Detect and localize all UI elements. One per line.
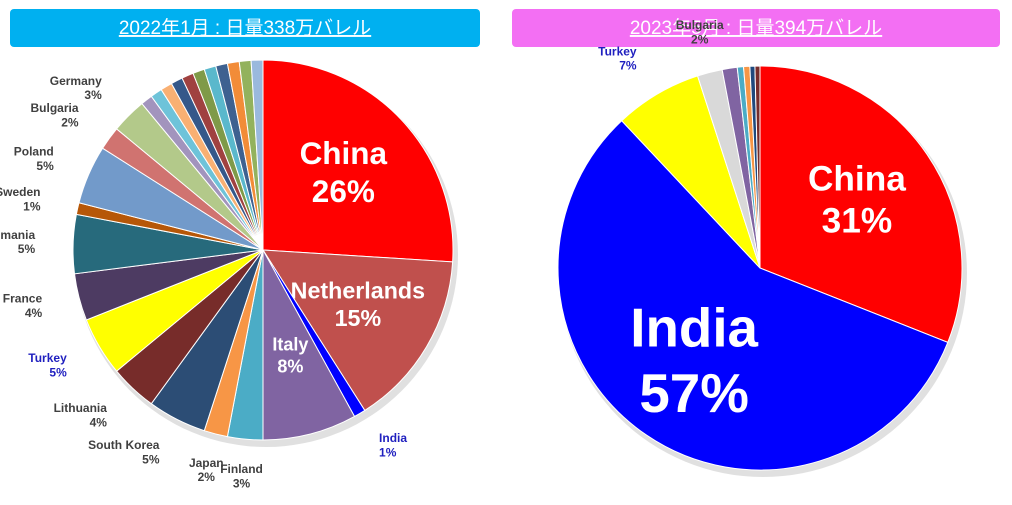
value-label: 5% [142,453,160,467]
slice-label: South Korea [88,438,160,452]
slice-label: Poland [14,144,54,158]
pie-slice [262,249,356,441]
slice-label: Romania [0,228,35,242]
value-label: 1% [23,200,41,214]
slice-label: Netherlands [291,277,425,303]
slice-label: Japan [189,456,224,470]
value-label: 5% [49,365,67,379]
title-banner [512,9,1000,47]
value-label: 2% [61,115,79,129]
pie-slice [250,59,264,251]
pie-slice [262,59,454,263]
value-label: 31% [822,202,893,241]
value-label: 4% [25,306,43,320]
value-label: 3% [233,476,251,490]
value-label: 1% [379,446,397,460]
value-label: 8% [277,356,303,376]
value-label: 5% [18,242,36,256]
slice-label: China [808,159,906,198]
pie-slice [759,65,963,344]
chart-title: 2022年1月 : 日量338万バレル [119,17,371,39]
slice-label: Germany [50,74,102,88]
pie-slice [557,120,949,471]
value-label: 26% [312,173,375,209]
value-label: 57% [639,362,749,424]
chart-title: 2023年5月 : 日量394万バレル [630,17,882,39]
slice-label: China [300,135,388,171]
slice-label: Italy [272,335,308,355]
value-label: 3% [84,88,102,102]
slice-label: Turkey [598,44,637,58]
slice-label: Lithuania [54,401,108,415]
value-label: 15% [335,305,382,331]
value-label: 7% [619,59,637,73]
slice-label: Finland [220,462,263,476]
slice-label: Bulgaria [31,101,79,115]
pie-slice [754,65,761,269]
slice-label: France [3,292,43,306]
slice-label: Turkey [28,351,67,365]
slice-label: Sweden [0,185,40,199]
slice-label: India [630,297,758,359]
slice-label: India [379,431,407,445]
title-banner [10,9,480,47]
value-label: 4% [90,416,108,430]
pie-slice [262,249,454,412]
slice-label: Bulgaria [676,18,724,32]
value-label: 2% [198,470,216,484]
value-label: 5% [36,159,54,173]
value-label: 2% [691,33,709,47]
